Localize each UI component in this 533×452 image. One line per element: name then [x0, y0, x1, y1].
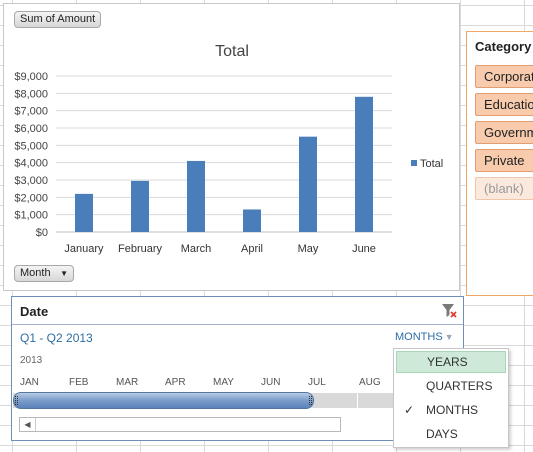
menu-item-days[interactable]: DAYS — [426, 427, 458, 441]
y-tick-label: $8,000 — [14, 88, 48, 100]
menu-item-quarters[interactable]: QUARTERS — [426, 379, 493, 393]
timeline-scrollbar[interactable]: ◀ — [19, 417, 341, 432]
chart-title: Total — [215, 43, 249, 60]
date-timeline[interactable]: Date Q1 - Q2 2013 MONTHS ▼ 2013 JAN FEB M… — [11, 296, 464, 441]
slicer-item-corporate[interactable]: Corporate — [475, 65, 533, 88]
checkmark-icon: ✓ — [404, 403, 415, 417]
dropdown-arrow-icon[interactable]: ▼ — [60, 269, 68, 278]
timeline-month-feb[interactable]: FEB — [69, 377, 89, 388]
x-tick-label: January — [64, 243, 104, 255]
bar-june — [355, 96, 373, 232]
x-tick-label: June — [352, 243, 376, 255]
month-field-label: Month — [20, 267, 51, 279]
timeline-month-apr[interactable]: APR — [165, 377, 186, 388]
slicer-item-education[interactable]: Education — [475, 93, 533, 116]
slicer-item-private[interactable]: Private — [475, 149, 533, 172]
timeline-year-label: 2013 — [20, 355, 43, 366]
menu-item-years[interactable]: YEARS — [396, 351, 506, 373]
time-level-dropdown[interactable]: MONTHS ▼ — [395, 331, 454, 343]
chart-plot: Total $0 $1,000 $2,000 $3,000 $4,000 $5,000 $6,… — [14, 43, 443, 255]
x-tick-label: May — [298, 243, 319, 255]
time-level-label: MONTHS — [395, 331, 443, 343]
category-slicer-title: Category — [475, 39, 532, 54]
y-tick-label: $2,000 — [14, 192, 48, 204]
timeline-range-label: Q1 - Q2 2013 — [20, 331, 93, 345]
x-tick-label: March — [181, 243, 212, 255]
scroll-left-arrow-icon[interactable]: ◀ — [20, 418, 36, 431]
timeline-month-jul[interactable]: JUL — [308, 377, 326, 388]
slicer-item-blank[interactable]: (blank) — [475, 177, 533, 200]
chevron-down-icon: ▼ — [444, 332, 454, 342]
timeline-month-aug[interactable]: AUG — [359, 377, 381, 388]
timeline-title: Date — [20, 304, 49, 319]
x-tick-label: February — [118, 243, 163, 255]
timeline-month-mar[interactable]: MAR — [116, 377, 139, 388]
sum-of-amount-field-button[interactable]: Sum of Amount — [14, 11, 102, 28]
y-tick-label: $6,000 — [14, 123, 48, 135]
timeline-month-jan[interactable]: JAN — [20, 377, 39, 388]
month-field-button[interactable]: Month ▼ — [14, 265, 74, 282]
y-tick-label: $1,000 — [14, 210, 48, 222]
clear-filter-icon[interactable] — [440, 302, 458, 320]
y-tick-label: $3,000 — [14, 175, 48, 187]
x-tick-label: April — [241, 243, 263, 255]
slicer-item-government[interactable]: Government — [475, 121, 533, 144]
y-tick-label: $0 — [36, 227, 48, 239]
legend-label: Total — [420, 158, 443, 170]
pivot-chart[interactable]: Total $0 $1,000 $2,000 $3,000 $4,000 $5,000 $6,… — [3, 3, 460, 291]
y-tick-label: $9,000 — [14, 71, 48, 83]
bar-march — [187, 160, 205, 232]
timeline-divider — [12, 324, 463, 325]
timeline-right-handle[interactable] — [309, 396, 312, 405]
y-tick-label: $5,000 — [14, 140, 48, 152]
bar-january — [75, 193, 93, 232]
legend-swatch — [411, 160, 417, 166]
timeline-tick — [357, 393, 358, 408]
menu-item-months[interactable]: MONTHS — [426, 403, 478, 417]
time-level-menu[interactable]: YEARS QUARTERS MONTHS DAYS ✓ — [393, 348, 509, 448]
bar-february — [131, 180, 149, 232]
y-tick-label: $4,000 — [14, 158, 48, 170]
y-tick-label: $7,000 — [14, 106, 48, 118]
timeline-selection-bar[interactable] — [13, 392, 314, 409]
bar-april — [243, 209, 261, 232]
timeline-left-handle[interactable] — [15, 396, 18, 405]
timeline-month-may[interactable]: MAY — [213, 377, 234, 388]
bar-may — [299, 136, 317, 232]
category-slicer[interactable]: Category Corporate Education Government … — [466, 31, 533, 296]
timeline-month-jun[interactable]: JUN — [261, 377, 281, 388]
